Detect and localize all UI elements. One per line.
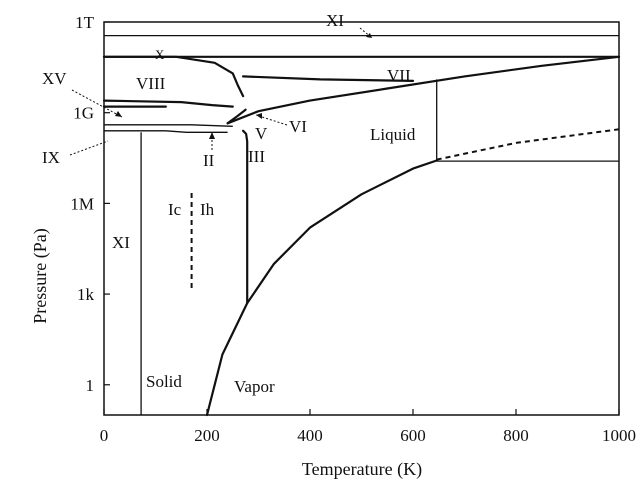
y-axis-ticks: 1 1k 1M 1G 1T	[70, 13, 110, 395]
y-tick-label: 1	[86, 376, 95, 395]
arrowhead-ii	[209, 132, 215, 139]
leader-xv	[71, 89, 123, 118]
region-label-ice-ii: II	[203, 151, 215, 170]
region-label-vapor: Vapor	[234, 377, 275, 396]
boundary-ice-VI-V	[226, 108, 247, 125]
region-label-ice-vii: VII	[387, 66, 411, 85]
region-label-ice-x: X	[155, 47, 165, 62]
y-axis-title: Pressure (Pa)	[30, 228, 51, 323]
region-label-ice-xv: XV	[42, 69, 67, 88]
region-label-ice-v: V	[255, 124, 268, 143]
x-tick-label: 0	[100, 426, 109, 445]
region-label-ice-ic: Ic	[168, 200, 182, 219]
arrowhead-vi	[256, 113, 262, 119]
y-tick-label: 1T	[75, 13, 95, 32]
phase-boundaries	[102, 34, 621, 417]
region-label-ice-xi: XI	[112, 233, 130, 252]
region-label-ice-iii: III	[248, 147, 265, 166]
y-tick-label: 1G	[73, 104, 94, 123]
boundary-ice-VII-liquid	[242, 75, 415, 82]
region-label-ice-viii: VIII	[136, 74, 166, 93]
plot-frame	[103, 21, 620, 416]
x-tick-label: 600	[400, 426, 426, 445]
region-label-ice-vi: VI	[289, 117, 307, 136]
boundary-vaporization	[242, 129, 249, 305]
boundary-sublimation	[205, 159, 438, 417]
arrowhead-xv	[115, 111, 122, 117]
x-axis-title: Temperature (K)	[302, 459, 422, 480]
x-tick-label: 800	[503, 426, 529, 445]
region-labels: XI X VIII VII XV VI Liquid V IX II III I…	[42, 11, 416, 396]
x-axis-ticks: 0 200 400 600 800 1000	[100, 409, 636, 445]
boundary-ice-II-III	[104, 124, 233, 127]
x-tick-label: 400	[297, 426, 323, 445]
leader-vi	[255, 114, 288, 126]
leader-ix	[69, 140, 109, 156]
x-tick-label: 200	[194, 426, 220, 445]
y-tick-label: 1M	[70, 194, 94, 213]
arrowhead-xi-top	[366, 33, 372, 38]
boundary-ice-VIII-VI	[102, 99, 234, 108]
x-tick-label: 1000	[602, 426, 636, 445]
region-label-ice-ix: IX	[42, 148, 60, 167]
boundary-melting-upper	[226, 55, 621, 125]
region-label-solid: Solid	[146, 372, 182, 391]
boundary-supercritical	[436, 128, 620, 161]
boundary-ice-VII-VIII	[102, 55, 245, 98]
region-label-liquid: Liquid	[370, 125, 416, 144]
boundary-ice-IX	[104, 130, 228, 133]
y-tick-label: 1k	[77, 285, 95, 304]
region-label-ice-xi-top: XI	[326, 11, 344, 30]
label-leaders	[69, 27, 373, 156]
region-label-ice-ih: Ih	[200, 200, 215, 219]
